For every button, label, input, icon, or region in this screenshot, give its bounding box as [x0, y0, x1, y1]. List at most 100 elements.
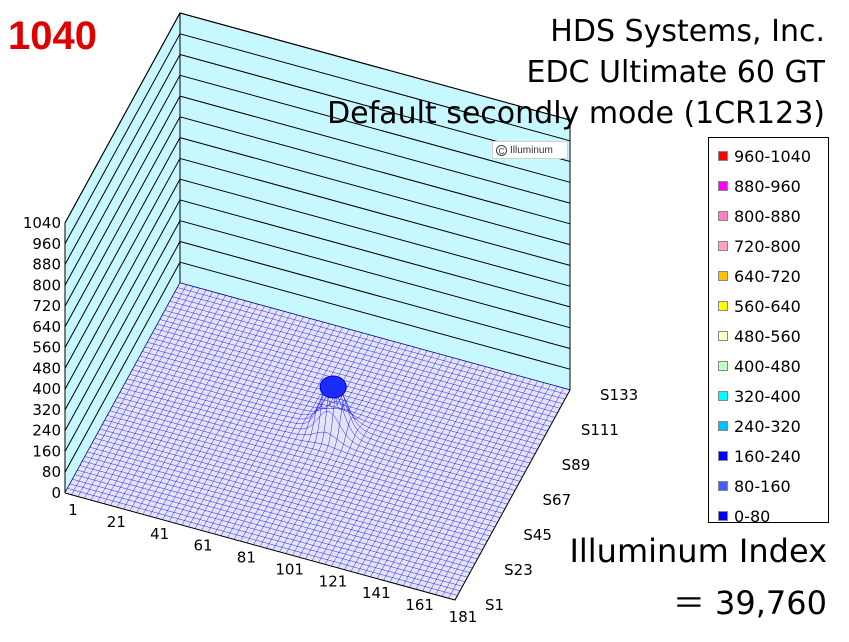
surface-mesh-line	[77, 286, 194, 497]
watermark-text: Illuminum	[510, 144, 553, 156]
surface-mesh-line	[214, 323, 330, 535]
surface-mesh-line	[188, 316, 304, 528]
surface-mesh-line	[201, 320, 317, 531]
legend-swatch	[718, 511, 728, 521]
max-value-label: 1040	[8, 14, 97, 58]
y-tick-label: S45	[523, 526, 552, 544]
z-gridline	[64, 137, 571, 348]
y-tick-label: S67	[543, 491, 572, 509]
legend-swatch	[718, 301, 728, 311]
legend-swatch	[718, 451, 728, 461]
legend-item: 720-800	[709, 231, 828, 261]
legend-item: 640-720	[709, 261, 828, 291]
x-tick-label: 161	[405, 596, 434, 614]
illuminum-index-label: Illuminum Index	[569, 532, 827, 570]
legend-label: 80-160	[734, 476, 791, 496]
legend-item: 800-880	[709, 201, 828, 231]
z-tick-label: 240	[32, 422, 61, 440]
surface-mesh-line	[279, 341, 395, 552]
surface-mesh-line	[149, 306, 265, 517]
legend-label: 560-640	[734, 296, 801, 316]
legend-label: 880-960	[734, 176, 801, 196]
y-tick-label: S89	[562, 456, 591, 474]
surface-mesh-line	[344, 359, 460, 570]
surface-mesh-line	[116, 297, 233, 508]
z-tick-label: 80	[42, 463, 61, 481]
surface-mesh-line	[64, 282, 181, 494]
z-gridline	[64, 116, 571, 328]
surface-mesh-line	[441, 386, 558, 597]
surface-mesh-line	[175, 313, 291, 524]
z-gridline	[64, 178, 571, 390]
surface-mesh-line	[136, 302, 252, 513]
legend-item: 960-1040	[709, 141, 828, 171]
x-tick-label: 141	[362, 584, 391, 602]
surface-mesh-line	[240, 330, 356, 542]
surface-mesh-line	[376, 368, 493, 579]
surface-mesh-line	[246, 332, 363, 544]
legend-label: 320-400	[734, 386, 801, 406]
illuminum-index-value: ＝ 39,760	[672, 584, 827, 622]
surface-mesh-line	[428, 382, 545, 594]
legend-label: 800-880	[734, 206, 801, 226]
legend-swatch	[718, 421, 728, 431]
legend-swatch	[718, 211, 728, 221]
legend-label: 240-320	[734, 416, 801, 436]
y-tick-label: S1	[485, 596, 504, 614]
surface-mesh-line	[383, 370, 499, 581]
surface-mesh-line	[396, 373, 512, 585]
floor	[65, 283, 570, 600]
surface-mesh-line	[129, 300, 246, 511]
surface-mesh-line	[285, 343, 402, 554]
surface-mesh-line	[305, 348, 421, 560]
z-tick-label: 0	[51, 484, 61, 502]
surface-mesh-line	[103, 293, 220, 504]
legend-label: 160-240	[734, 446, 801, 466]
z-tick-label: 560	[32, 339, 61, 357]
surface-mesh-line	[162, 309, 278, 520]
z-tick-label: 400	[32, 380, 61, 398]
surface-mesh-line	[227, 327, 343, 538]
legend-label: 480-560	[734, 326, 801, 346]
legend-item: 160-240	[709, 441, 828, 471]
z-gridline	[64, 157, 571, 369]
surface-mesh-line	[370, 366, 486, 577]
legend-swatch	[718, 481, 728, 491]
surface-mesh-line	[357, 363, 473, 574]
surface-mesh-line	[389, 372, 506, 583]
surface-mesh-line	[337, 357, 454, 569]
legend-item: 560-640	[709, 291, 828, 321]
surface-mesh-line	[142, 304, 259, 515]
surface-mesh-line	[350, 361, 467, 572]
legend-swatch	[718, 361, 728, 371]
surface-mesh-line	[311, 350, 428, 561]
z-tick-label: 320	[32, 401, 61, 419]
legend-label: 720-800	[734, 236, 801, 256]
legend-swatch	[718, 151, 728, 161]
surface-mesh-line	[181, 314, 298, 526]
surface-mesh-line	[155, 307, 272, 519]
z-gridline	[64, 199, 571, 411]
z-gridline	[64, 220, 571, 431]
legend-swatch	[718, 391, 728, 401]
copyright-icon: C	[496, 144, 507, 156]
y-tick-label: S111	[581, 421, 619, 439]
z-tick-label: 720	[32, 297, 61, 315]
surface-mesh-line	[409, 377, 525, 588]
surface-mesh-line	[220, 325, 337, 536]
chart-title-product: EDC Ultimate 60 GT	[526, 55, 825, 90]
z-gridline	[64, 33, 571, 245]
legend-label: 640-720	[734, 266, 801, 286]
z-tick-label: 480	[32, 359, 61, 377]
surface-mesh-line	[298, 347, 415, 558]
legend-swatch	[718, 331, 728, 341]
surface-mesh-line	[84, 288, 200, 499]
x-tick-label: 1	[68, 501, 78, 519]
z-tick-label: 800	[32, 276, 61, 294]
color-legend: 960-1040 880-960 800-880 720-800 640-720 560-…	[708, 137, 829, 526]
beam-hotspot	[319, 375, 347, 399]
z-gridline	[64, 261, 571, 473]
z-tick-label: 1040	[23, 214, 61, 232]
x-tick-label: 81	[237, 549, 256, 567]
